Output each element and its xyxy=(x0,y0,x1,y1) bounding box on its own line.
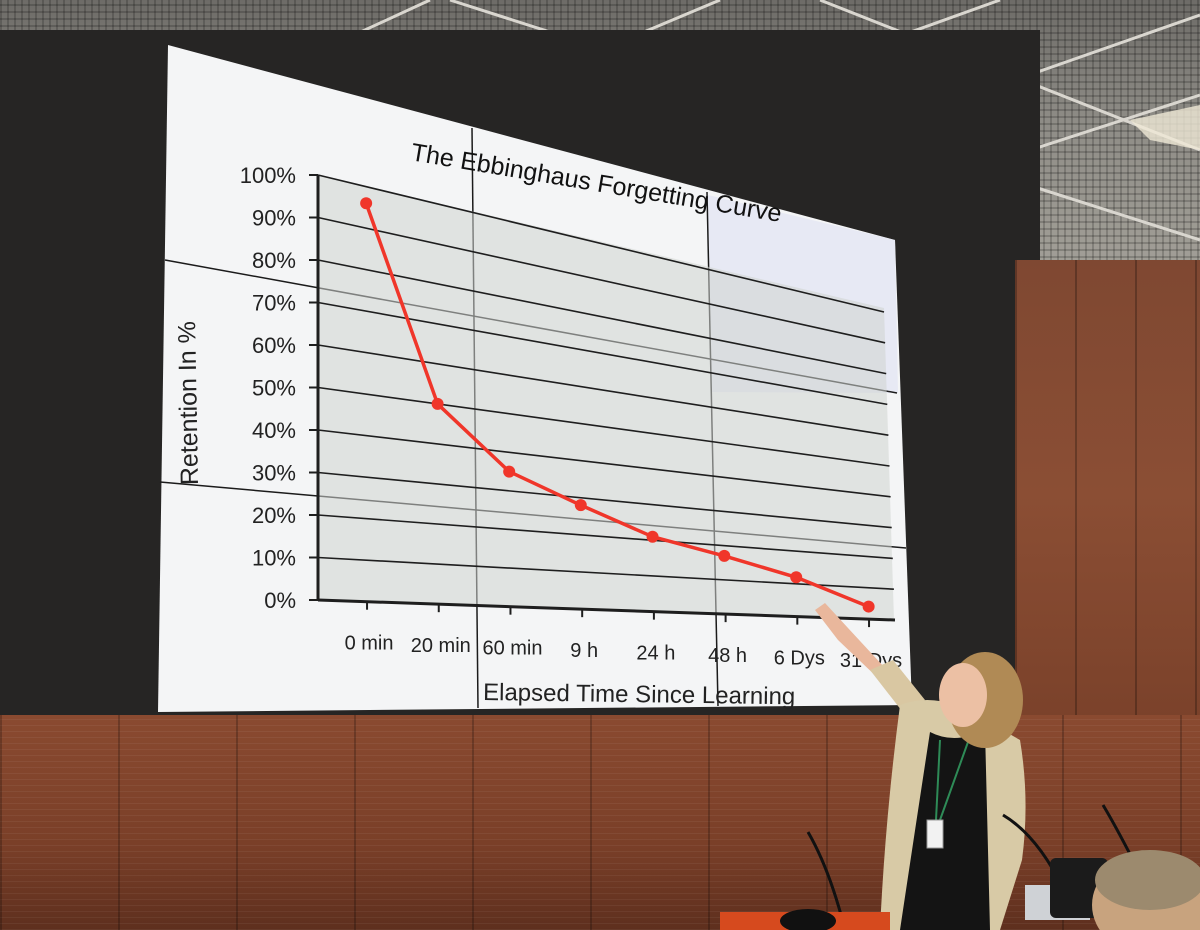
gridline xyxy=(317,556,894,590)
y-tick-label: 30% xyxy=(252,461,296,486)
y-tick-label: 60% xyxy=(252,333,296,358)
x-tick-label: 48 h xyxy=(708,645,747,667)
x-tick-label: 20 min xyxy=(411,635,471,657)
gridline xyxy=(317,386,890,467)
x-tick-label: 9 h xyxy=(570,640,598,662)
y-tick-label: 0% xyxy=(264,588,296,613)
y-tick-label: 10% xyxy=(252,546,296,571)
gridline xyxy=(317,514,893,560)
y-tick-label: 80% xyxy=(252,248,296,273)
y-tick-label: 50% xyxy=(252,376,296,401)
gridline xyxy=(317,471,892,529)
data-point xyxy=(646,530,659,543)
y-tick-label: 100% xyxy=(240,163,296,188)
gridline xyxy=(317,598,896,622)
y-tick-label: 40% xyxy=(252,418,296,443)
x-tick-label: 31 Dys xyxy=(840,650,902,672)
gridline xyxy=(317,259,887,375)
chart-layer: 0% 10% 20% 30% 40% 50% 60% 70% 80% 90% 100% 0 min 20… xyxy=(240,163,902,672)
gridline xyxy=(317,344,889,436)
gridline xyxy=(317,174,885,313)
series-line xyxy=(364,202,870,609)
x-axis-label: Elapsed Time Since Learning xyxy=(483,679,796,710)
data-point xyxy=(503,465,516,478)
gridline xyxy=(317,216,886,344)
y-tick-label: 70% xyxy=(252,291,296,316)
x-tick-label: 0 min xyxy=(345,633,394,655)
y-tick-label: 20% xyxy=(252,503,296,528)
x-tick-label: 6 Dys xyxy=(774,648,825,670)
x-tick-label: 60 min xyxy=(482,638,542,660)
x-tick-label: 24 h xyxy=(636,643,675,665)
data-point xyxy=(574,499,587,512)
data-point xyxy=(862,600,875,613)
data-point xyxy=(360,197,373,210)
data-point xyxy=(790,571,803,584)
y-axis-label: Retention In % xyxy=(173,321,204,485)
data-point xyxy=(718,549,731,562)
data-point xyxy=(431,397,444,410)
wood-wall-right xyxy=(1015,260,1200,730)
gridline xyxy=(317,301,888,406)
gridline xyxy=(317,429,891,498)
plot-area xyxy=(318,175,894,620)
y-tick-label: 90% xyxy=(252,206,296,231)
